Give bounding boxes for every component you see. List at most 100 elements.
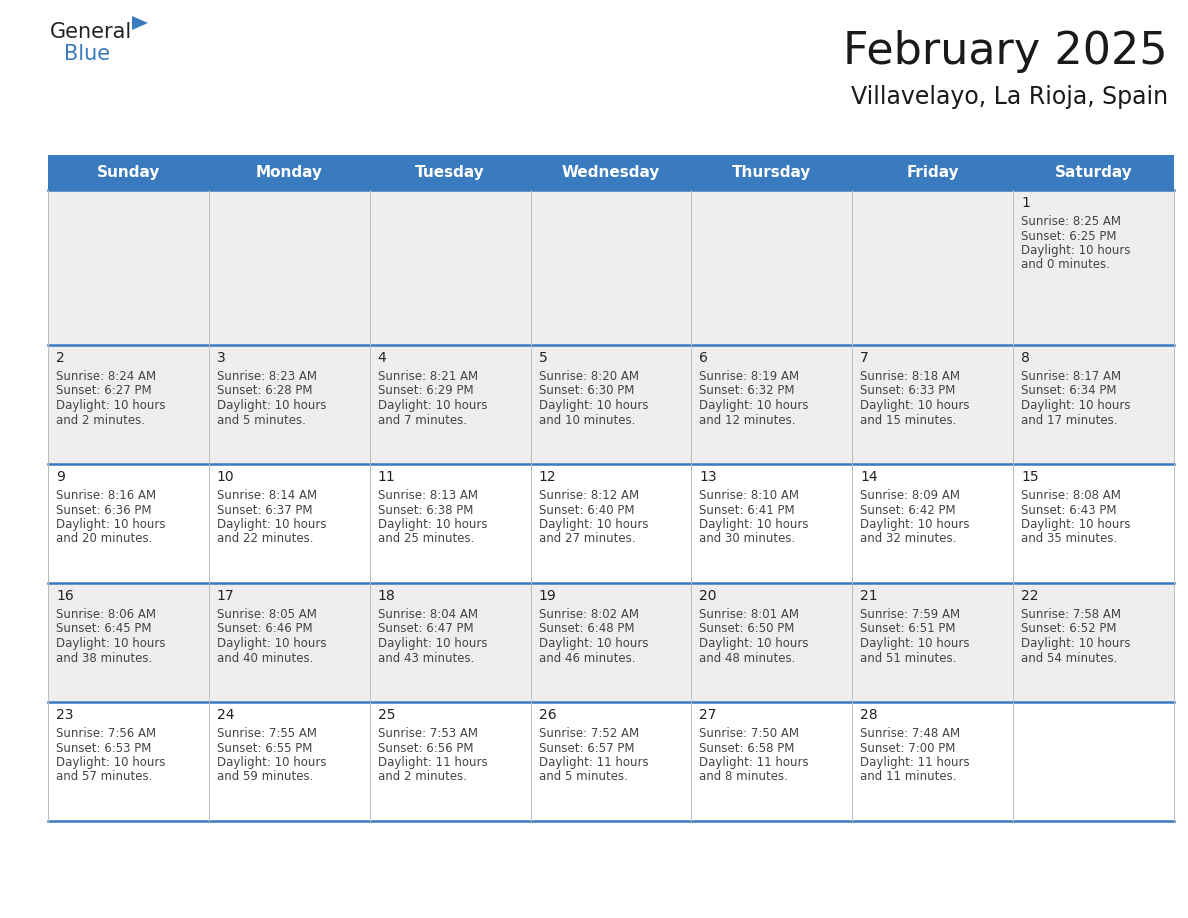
Bar — [48, 702, 1174, 821]
Text: Daylight: 10 hours: Daylight: 10 hours — [700, 399, 809, 412]
Text: Sunset: 6:40 PM: Sunset: 6:40 PM — [538, 503, 634, 517]
Text: Sunrise: 8:13 AM: Sunrise: 8:13 AM — [378, 489, 478, 502]
Text: Sunset: 6:51 PM: Sunset: 6:51 PM — [860, 622, 956, 635]
Text: and 59 minutes.: and 59 minutes. — [217, 770, 314, 783]
Text: Daylight: 10 hours: Daylight: 10 hours — [217, 518, 327, 531]
Text: Daylight: 10 hours: Daylight: 10 hours — [860, 637, 969, 650]
Text: Monday: Monday — [255, 165, 323, 180]
Text: 16: 16 — [56, 589, 74, 603]
Text: and 25 minutes.: and 25 minutes. — [378, 532, 474, 545]
Text: and 5 minutes.: and 5 minutes. — [217, 413, 305, 427]
Text: 11: 11 — [378, 470, 396, 484]
Text: Daylight: 11 hours: Daylight: 11 hours — [538, 756, 649, 769]
Text: Daylight: 11 hours: Daylight: 11 hours — [378, 756, 487, 769]
Text: 15: 15 — [1022, 470, 1038, 484]
Text: 9: 9 — [56, 470, 65, 484]
Text: and 5 minutes.: and 5 minutes. — [538, 770, 627, 783]
Text: Sunset: 6:58 PM: Sunset: 6:58 PM — [700, 742, 795, 755]
Text: Sunset: 6:30 PM: Sunset: 6:30 PM — [538, 385, 634, 397]
Text: Sunset: 6:46 PM: Sunset: 6:46 PM — [217, 622, 312, 635]
Text: 21: 21 — [860, 589, 878, 603]
Text: Blue: Blue — [64, 44, 110, 64]
Text: Wednesday: Wednesday — [562, 165, 661, 180]
Text: Sunset: 6:57 PM: Sunset: 6:57 PM — [538, 742, 634, 755]
Text: Sunrise: 8:25 AM: Sunrise: 8:25 AM — [1022, 215, 1121, 228]
Text: Sunset: 6:28 PM: Sunset: 6:28 PM — [217, 385, 312, 397]
Text: Sunday: Sunday — [96, 165, 160, 180]
Text: 18: 18 — [378, 589, 396, 603]
Text: and 48 minutes.: and 48 minutes. — [700, 652, 796, 665]
Text: Daylight: 10 hours: Daylight: 10 hours — [56, 756, 165, 769]
Text: Daylight: 10 hours: Daylight: 10 hours — [860, 399, 969, 412]
Text: 27: 27 — [700, 708, 716, 722]
Text: 4: 4 — [378, 351, 386, 365]
Text: 26: 26 — [538, 708, 556, 722]
Text: Daylight: 10 hours: Daylight: 10 hours — [700, 518, 809, 531]
Text: 6: 6 — [700, 351, 708, 365]
Text: and 30 minutes.: and 30 minutes. — [700, 532, 796, 545]
Text: Sunrise: 8:24 AM: Sunrise: 8:24 AM — [56, 370, 156, 383]
Text: Sunrise: 8:20 AM: Sunrise: 8:20 AM — [538, 370, 639, 383]
Text: and 43 minutes.: and 43 minutes. — [378, 652, 474, 665]
Text: Sunrise: 7:58 AM: Sunrise: 7:58 AM — [1022, 608, 1121, 621]
Text: 8: 8 — [1022, 351, 1030, 365]
Text: Sunset: 6:34 PM: Sunset: 6:34 PM — [1022, 385, 1117, 397]
Text: Daylight: 10 hours: Daylight: 10 hours — [56, 637, 165, 650]
Text: Tuesday: Tuesday — [416, 165, 485, 180]
Text: Sunrise: 8:12 AM: Sunrise: 8:12 AM — [538, 489, 639, 502]
Text: Sunrise: 8:09 AM: Sunrise: 8:09 AM — [860, 489, 960, 502]
Text: 22: 22 — [1022, 589, 1038, 603]
Text: and 0 minutes.: and 0 minutes. — [1022, 259, 1110, 272]
Text: Sunrise: 8:23 AM: Sunrise: 8:23 AM — [217, 370, 317, 383]
Text: 10: 10 — [217, 470, 234, 484]
Bar — [48, 190, 1174, 345]
Text: Sunset: 6:50 PM: Sunset: 6:50 PM — [700, 622, 795, 635]
Text: Sunrise: 7:59 AM: Sunrise: 7:59 AM — [860, 608, 960, 621]
Text: Daylight: 10 hours: Daylight: 10 hours — [56, 399, 165, 412]
Text: Sunset: 6:52 PM: Sunset: 6:52 PM — [1022, 622, 1117, 635]
Text: Friday: Friday — [906, 165, 959, 180]
Text: Villavelayo, La Rioja, Spain: Villavelayo, La Rioja, Spain — [851, 85, 1168, 109]
Bar — [48, 345, 1174, 464]
Text: and 2 minutes.: and 2 minutes. — [56, 413, 145, 427]
Text: Daylight: 10 hours: Daylight: 10 hours — [700, 637, 809, 650]
Text: Sunrise: 8:18 AM: Sunrise: 8:18 AM — [860, 370, 960, 383]
Text: Sunset: 6:27 PM: Sunset: 6:27 PM — [56, 385, 152, 397]
Text: Sunset: 6:25 PM: Sunset: 6:25 PM — [1022, 230, 1117, 242]
Text: and 17 minutes.: and 17 minutes. — [1022, 413, 1118, 427]
Text: Sunset: 6:32 PM: Sunset: 6:32 PM — [700, 385, 795, 397]
Text: Sunrise: 8:06 AM: Sunrise: 8:06 AM — [56, 608, 156, 621]
Text: Sunset: 7:00 PM: Sunset: 7:00 PM — [860, 742, 955, 755]
Text: and 8 minutes.: and 8 minutes. — [700, 770, 789, 783]
Text: and 22 minutes.: and 22 minutes. — [217, 532, 314, 545]
Text: February 2025: February 2025 — [843, 30, 1168, 73]
Text: Sunset: 6:48 PM: Sunset: 6:48 PM — [538, 622, 634, 635]
Text: 14: 14 — [860, 470, 878, 484]
Text: Sunrise: 8:19 AM: Sunrise: 8:19 AM — [700, 370, 800, 383]
Text: Sunrise: 8:02 AM: Sunrise: 8:02 AM — [538, 608, 639, 621]
Text: Sunset: 6:43 PM: Sunset: 6:43 PM — [1022, 503, 1117, 517]
Text: 28: 28 — [860, 708, 878, 722]
Text: Sunset: 6:45 PM: Sunset: 6:45 PM — [56, 622, 152, 635]
Text: Sunrise: 7:56 AM: Sunrise: 7:56 AM — [56, 727, 156, 740]
Text: and 54 minutes.: and 54 minutes. — [1022, 652, 1118, 665]
Text: 24: 24 — [217, 708, 234, 722]
Bar — [48, 583, 1174, 702]
Text: Daylight: 10 hours: Daylight: 10 hours — [217, 399, 327, 412]
Text: Sunset: 6:47 PM: Sunset: 6:47 PM — [378, 622, 473, 635]
Bar — [48, 155, 1174, 190]
Text: Sunrise: 8:08 AM: Sunrise: 8:08 AM — [1022, 489, 1121, 502]
Text: Daylight: 10 hours: Daylight: 10 hours — [538, 518, 649, 531]
Text: Sunrise: 8:14 AM: Sunrise: 8:14 AM — [217, 489, 317, 502]
Text: Sunrise: 7:52 AM: Sunrise: 7:52 AM — [538, 727, 639, 740]
Text: and 27 minutes.: and 27 minutes. — [538, 532, 636, 545]
Text: Sunset: 6:36 PM: Sunset: 6:36 PM — [56, 503, 152, 517]
Text: Sunset: 6:56 PM: Sunset: 6:56 PM — [378, 742, 473, 755]
Text: and 20 minutes.: and 20 minutes. — [56, 532, 152, 545]
Text: Sunset: 6:38 PM: Sunset: 6:38 PM — [378, 503, 473, 517]
Text: 5: 5 — [538, 351, 548, 365]
Text: Daylight: 10 hours: Daylight: 10 hours — [217, 756, 327, 769]
Text: Sunrise: 8:05 AM: Sunrise: 8:05 AM — [217, 608, 317, 621]
Text: Sunrise: 8:21 AM: Sunrise: 8:21 AM — [378, 370, 478, 383]
Text: 7: 7 — [860, 351, 870, 365]
